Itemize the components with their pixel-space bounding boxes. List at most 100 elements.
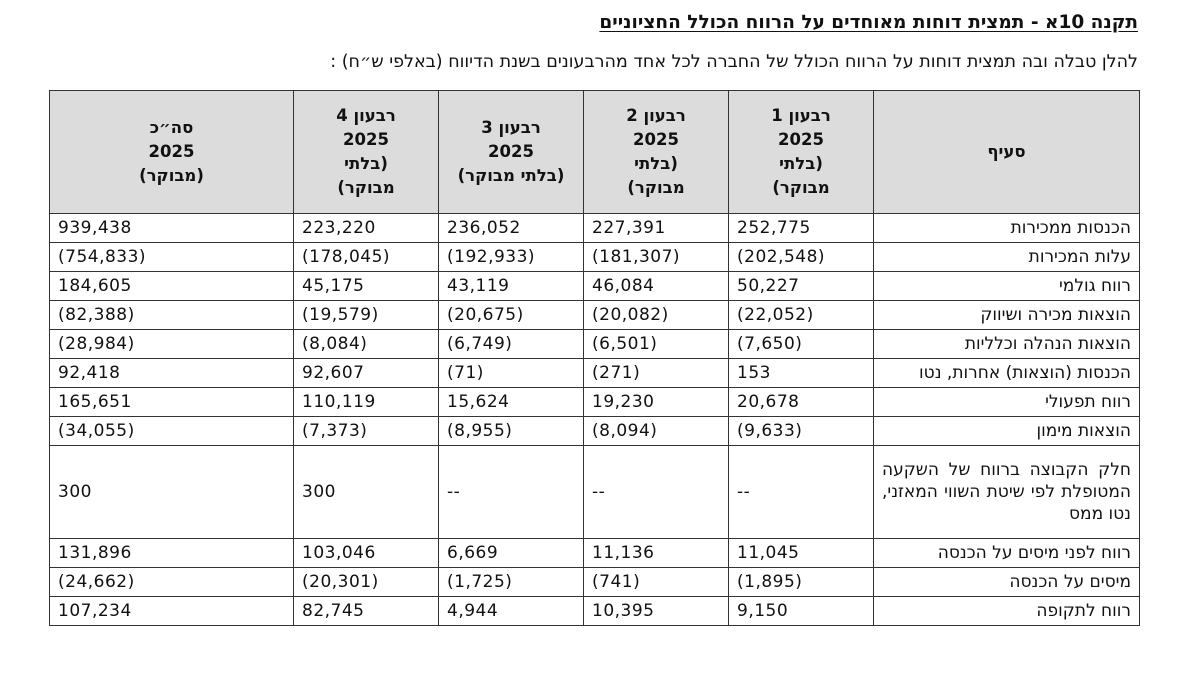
cell-total: 107,234 bbox=[49, 596, 294, 626]
table-row: הכנסות ממכירות 252,775 227,391 236,052 2… bbox=[49, 213, 1140, 243]
header-q3: רבעון 3 2025 (בלתי מבוקר) bbox=[438, 90, 584, 214]
header-line: רבעון 2 bbox=[626, 106, 686, 125]
cell-q4: 300 bbox=[293, 445, 439, 539]
cell-total: 131,896 bbox=[49, 538, 294, 568]
cell-q3: 4,944 bbox=[438, 596, 584, 626]
table-row: מיסים על הכנסה (1,895) (741) (1,725) (20… bbox=[49, 567, 1140, 597]
cell-q2: 46,084 bbox=[583, 271, 729, 301]
cell-q1: (202,548) bbox=[728, 242, 874, 272]
cell-q3: 6,669 bbox=[438, 538, 584, 568]
cell-q2: (6,501) bbox=[583, 329, 729, 359]
document-title: תקנה 10א - תמצית דוחות מאוחדים על הרווח … bbox=[599, 12, 1138, 33]
cell-total: 300 bbox=[49, 445, 294, 539]
cell-q3: (8,955) bbox=[438, 416, 584, 446]
cell-q1: 153 bbox=[728, 358, 874, 388]
cell-total: (754,833) bbox=[49, 242, 294, 272]
cell-total: (34,055) bbox=[49, 416, 294, 446]
cell-q1: (1,895) bbox=[728, 567, 874, 597]
cell-q2: 19,230 bbox=[583, 387, 729, 417]
header-line: 2025 bbox=[778, 130, 824, 149]
cell-q1: 9,150 bbox=[728, 596, 874, 626]
cell-q2: -- bbox=[583, 445, 729, 539]
cell-q2: (20,082) bbox=[583, 300, 729, 330]
row-label: הכנסות ממכירות bbox=[873, 213, 1140, 243]
cell-q3: (20,675) bbox=[438, 300, 584, 330]
header-line: רבעון 1 bbox=[771, 106, 831, 125]
cell-q3: (6,749) bbox=[438, 329, 584, 359]
table-header-row: סעיף רבעון 1 2025 (בלתי מבוקר) רבעון 2 2… bbox=[49, 90, 1140, 214]
cell-q4: 223,220 bbox=[293, 213, 439, 243]
cell-q1: 11,045 bbox=[728, 538, 874, 568]
cell-q4: 92,607 bbox=[293, 358, 439, 388]
table-row: הוצאות מכירה ושיווק (22,052) (20,082) (2… bbox=[49, 300, 1140, 330]
cell-q1: -- bbox=[728, 445, 874, 539]
row-label: רווח לפני מיסים על הכנסה bbox=[873, 538, 1140, 568]
document-subtitle: להלן טבלה ובה תמצית דוחות על הרווח הכולל… bbox=[330, 52, 1138, 72]
cell-q2: (8,094) bbox=[583, 416, 729, 446]
header-q4: רבעון 4 2025 (בלתי מבוקר) bbox=[293, 90, 439, 214]
cell-q1: 20,678 bbox=[728, 387, 874, 417]
cell-q2: (271) bbox=[583, 358, 729, 388]
header-q2: רבעון 2 2025 (בלתי מבוקר) bbox=[583, 90, 729, 214]
header-line: מבוקר) bbox=[337, 178, 395, 197]
cell-q1: 50,227 bbox=[728, 271, 874, 301]
row-label: רווח לתקופה bbox=[873, 596, 1140, 626]
row-label: רווח גולמי bbox=[873, 271, 1140, 301]
header-line: (מבוקר) bbox=[139, 166, 204, 185]
cell-total: 939,438 bbox=[49, 213, 294, 243]
cell-q3: -- bbox=[438, 445, 584, 539]
table-row: רווח לתקופה 9,150 10,395 4,944 82,745 10… bbox=[49, 596, 1140, 626]
row-label: הוצאות הנהלה וכלליות bbox=[873, 329, 1140, 359]
table-row: רווח גולמי 50,227 46,084 43,119 45,175 1… bbox=[49, 271, 1140, 301]
table-row: הוצאות מימון (9,633) (8,094) (8,955) (7,… bbox=[49, 416, 1140, 446]
header-line: רבעון 4 bbox=[336, 106, 396, 125]
table-row: רווח לפני מיסים על הכנסה 11,045 11,136 6… bbox=[49, 538, 1140, 568]
header-line: מבוקר) bbox=[772, 178, 830, 197]
cell-total: 184,605 bbox=[49, 271, 294, 301]
cell-q3: 43,119 bbox=[438, 271, 584, 301]
table-row: רווח תפעולי 20,678 19,230 15,624 110,119… bbox=[49, 387, 1140, 417]
header-line: רבעון 3 bbox=[481, 118, 541, 137]
header-section: סעיף bbox=[873, 90, 1140, 214]
cell-total: 92,418 bbox=[49, 358, 294, 388]
cell-q4: 110,119 bbox=[293, 387, 439, 417]
cell-q3: (71) bbox=[438, 358, 584, 388]
cell-q1: (9,633) bbox=[728, 416, 874, 446]
cell-total: (28,984) bbox=[49, 329, 294, 359]
cell-q4: (19,579) bbox=[293, 300, 439, 330]
header-line: מבוקר) bbox=[627, 178, 685, 197]
row-label: מיסים על הכנסה bbox=[873, 567, 1140, 597]
header-line: 2025 bbox=[633, 130, 679, 149]
cell-q4: 82,745 bbox=[293, 596, 439, 626]
header-line: 2025 bbox=[488, 142, 534, 161]
cell-q2: (741) bbox=[583, 567, 729, 597]
cell-q4: (8,084) bbox=[293, 329, 439, 359]
header-q1: רבעון 1 2025 (בלתי מבוקר) bbox=[728, 90, 874, 214]
row-label: הוצאות מכירה ושיווק bbox=[873, 300, 1140, 330]
header-line: סעיף bbox=[987, 142, 1026, 161]
cell-q2: 227,391 bbox=[583, 213, 729, 243]
row-label: רווח תפעולי bbox=[873, 387, 1140, 417]
header-line: (בלתי bbox=[634, 154, 678, 173]
row-label: הוצאות מימון bbox=[873, 416, 1140, 446]
row-label: חלק הקבוצה ברווח של השקעה המטופלת לפי שי… bbox=[873, 445, 1140, 539]
cell-q4: (20,301) bbox=[293, 567, 439, 597]
cell-q2: 11,136 bbox=[583, 538, 729, 568]
row-label: הכנסות (הוצאות) אחרות, נטו bbox=[873, 358, 1140, 388]
cell-q4: 103,046 bbox=[293, 538, 439, 568]
cell-q1: (22,052) bbox=[728, 300, 874, 330]
table-row: חלק הקבוצה ברווח של השקעה המטופלת לפי שי… bbox=[49, 445, 1140, 539]
header-line: (בלתי bbox=[779, 154, 823, 173]
cell-q3: (1,725) bbox=[438, 567, 584, 597]
header-total: סה״כ 2025 (מבוקר) bbox=[49, 90, 294, 214]
table-row: הוצאות הנהלה וכלליות (7,650) (6,501) (6,… bbox=[49, 329, 1140, 359]
cell-q3: 15,624 bbox=[438, 387, 584, 417]
header-line: 2025 bbox=[343, 130, 389, 149]
cell-q1: (7,650) bbox=[728, 329, 874, 359]
cell-total: 165,651 bbox=[49, 387, 294, 417]
cell-q3: (192,933) bbox=[438, 242, 584, 272]
cell-q4: 45,175 bbox=[293, 271, 439, 301]
table-row: הכנסות (הוצאות) אחרות, נטו 153 (271) (71… bbox=[49, 358, 1140, 388]
cell-q4: (7,373) bbox=[293, 416, 439, 446]
header-line: (בלתי bbox=[344, 154, 388, 173]
